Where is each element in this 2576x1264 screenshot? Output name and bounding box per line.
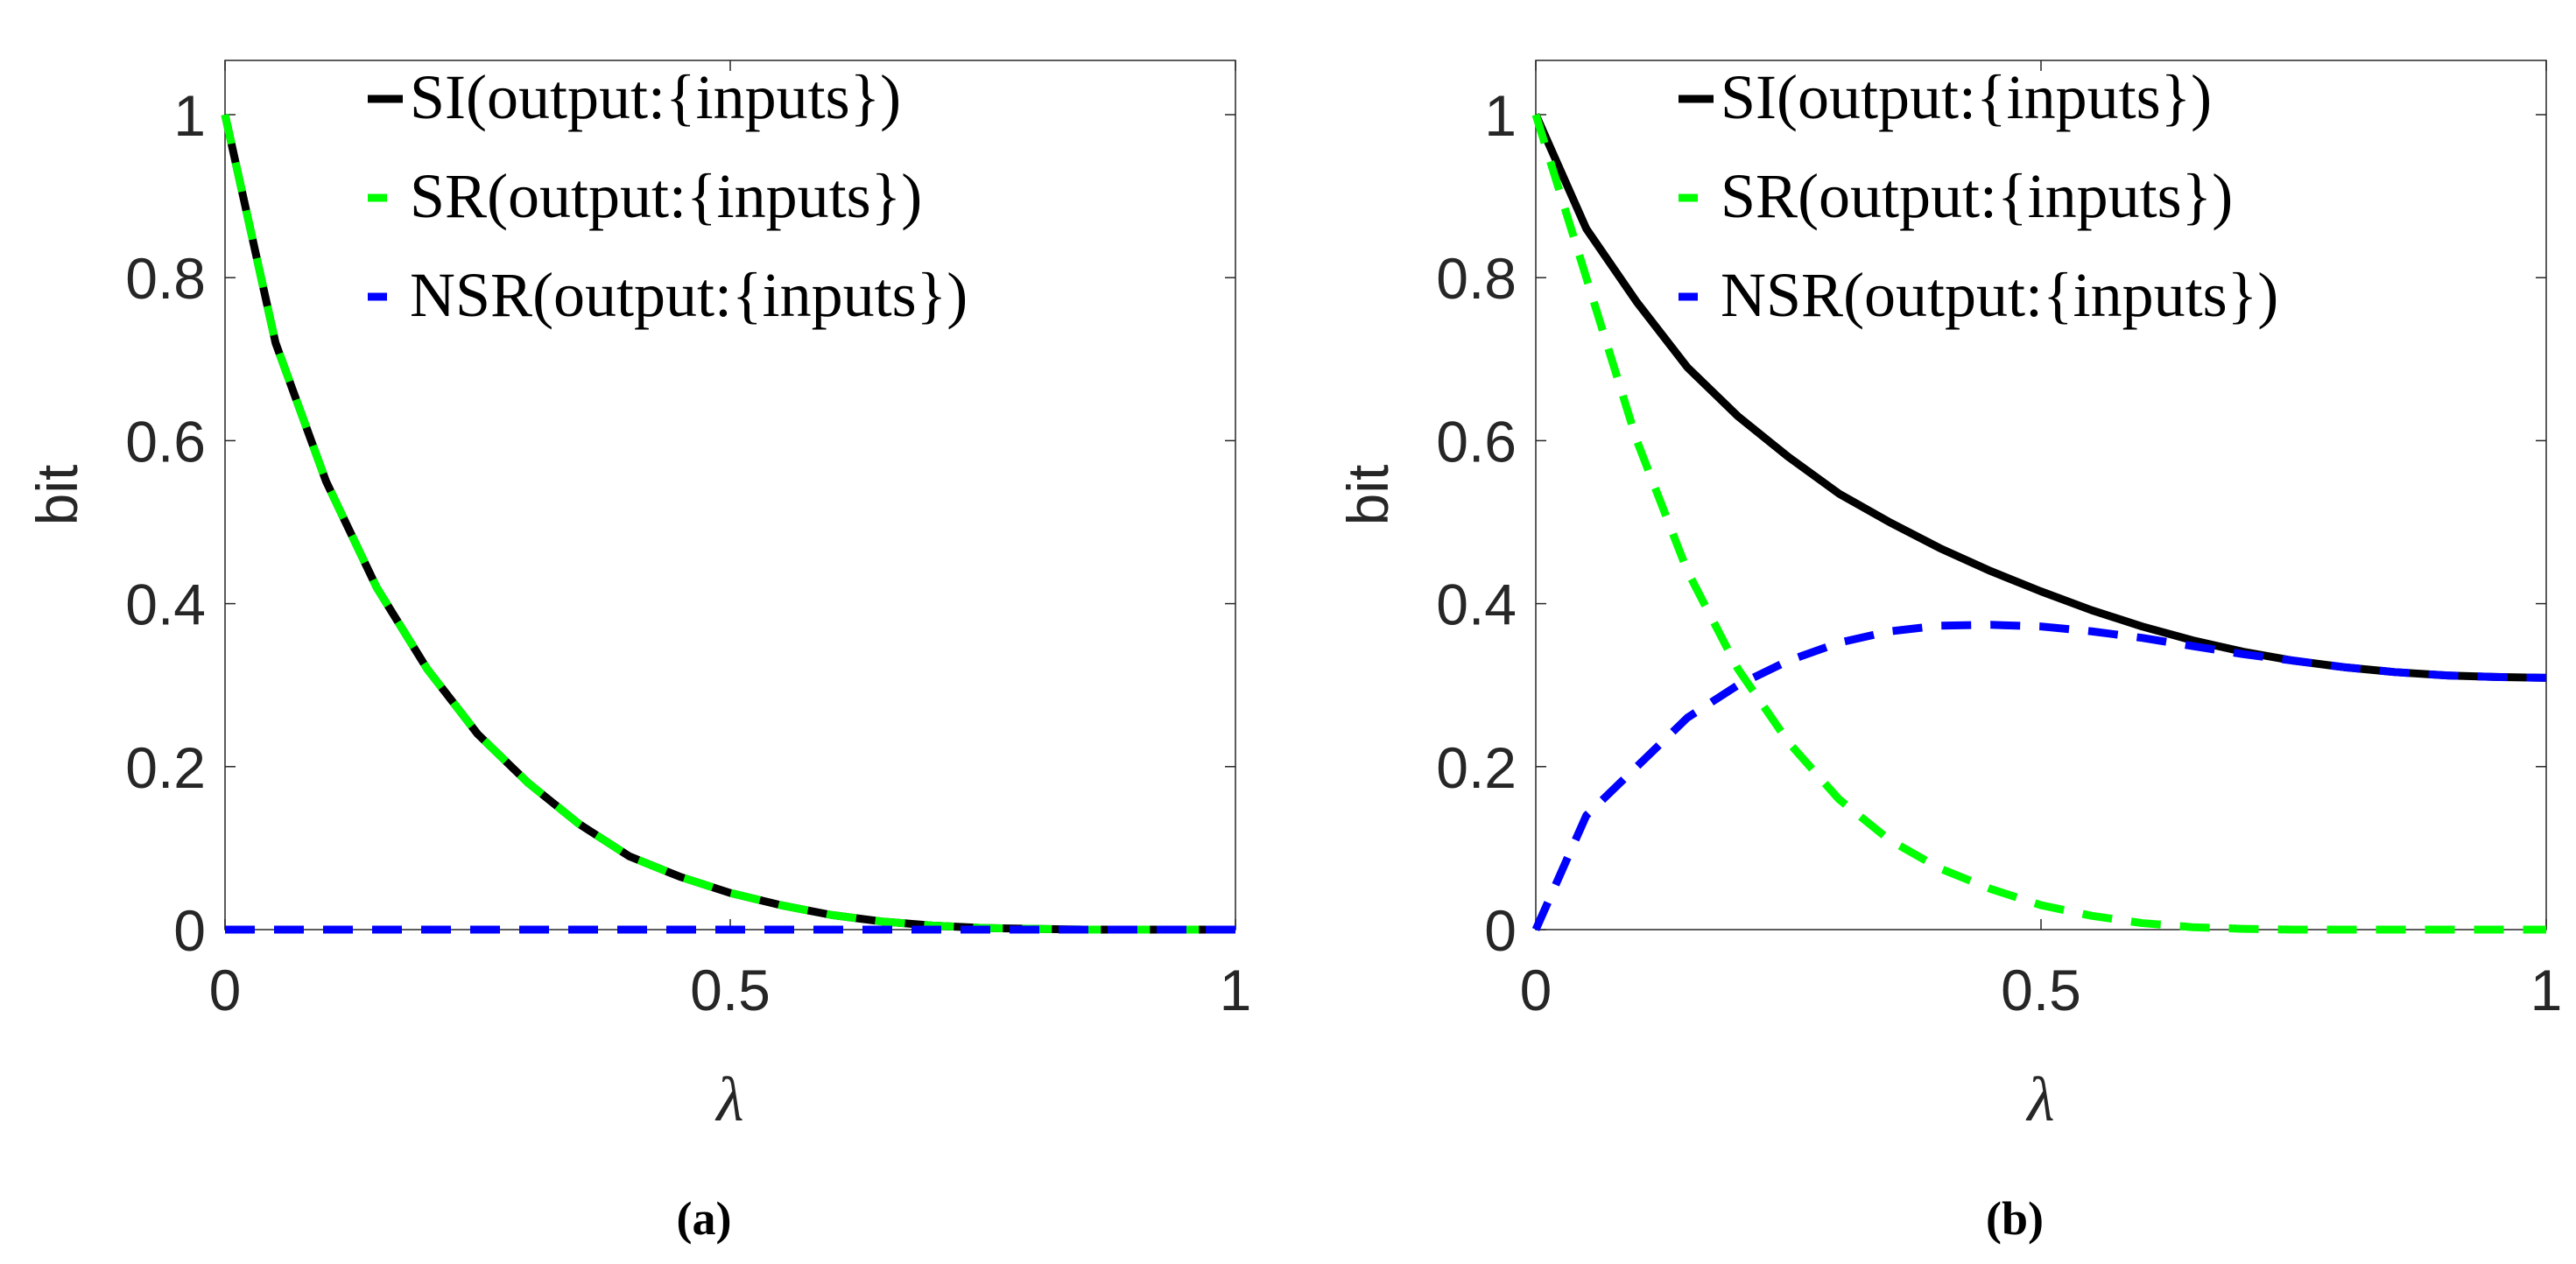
legend-label: SI(output:{inputs}) bbox=[410, 62, 901, 132]
series-line-si bbox=[221, 114, 1235, 934]
x-axis-label: λ bbox=[2025, 1064, 2054, 1134]
panel-a: 0 0.2 0.4 0.6 0.8 1 0 0.5 1 λ bit (a) SI(output:{inp… bbox=[25, 60, 1252, 1245]
y-tick-label: 1 bbox=[173, 83, 206, 148]
y-tick-label: 0.8 bbox=[1436, 246, 1517, 311]
legend-label: NSR(output:{inputs}) bbox=[410, 260, 968, 330]
x-tick-label: 0.5 bbox=[690, 958, 771, 1022]
y-axis-label: bit bbox=[1335, 465, 1400, 526]
y-tick-label: 0 bbox=[173, 898, 206, 963]
legend-label: SR(output:{inputs}) bbox=[410, 161, 922, 231]
series-line-nsr bbox=[1531, 621, 2547, 931]
series-line-sr bbox=[1531, 113, 2546, 934]
x-tick-label: 1 bbox=[1220, 958, 1252, 1022]
y-axis-label: bit bbox=[25, 465, 89, 526]
y-tick-label: 0.2 bbox=[125, 735, 206, 800]
x-tick-label: 0 bbox=[1520, 958, 1552, 1022]
y-tick-label: 0.2 bbox=[1436, 735, 1517, 800]
x-tick-label: 1 bbox=[2530, 958, 2563, 1022]
x-tick-label: 0 bbox=[209, 958, 242, 1022]
chart-b: 0 0.2 0.4 0.6 0.8 1 0 0.5 1 λ bit (b) SI(output:{inp… bbox=[1335, 60, 2563, 1245]
legend-label: SR(output:{inputs}) bbox=[1721, 161, 2233, 231]
legend-label: SI(output:{inputs}) bbox=[1721, 62, 2212, 132]
series-line-sr bbox=[221, 114, 1235, 934]
y-tick-label: 0.6 bbox=[1436, 409, 1517, 474]
y-tick-label: 1 bbox=[1484, 83, 1517, 148]
y-tick-label: 0.4 bbox=[125, 572, 206, 637]
legend-label: NSR(output:{inputs}) bbox=[1721, 260, 2278, 330]
y-tick-label: 0.4 bbox=[1436, 572, 1517, 637]
y-tick-label: 0 bbox=[1484, 898, 1517, 963]
series-line-si bbox=[1531, 113, 2547, 682]
x-tick-label: 0.5 bbox=[2001, 958, 2081, 1022]
panel-caption: (b) bbox=[1986, 1192, 2044, 1245]
panel-b: 0 0.2 0.4 0.6 0.8 1 0 0.5 1 λ bit (b) SI(output:{inp… bbox=[1311, 0, 2576, 1264]
y-tick-label: 0.6 bbox=[125, 409, 206, 474]
y-tick-label: 0.8 bbox=[125, 246, 206, 311]
chart-a: 0 0.2 0.4 0.6 0.8 1 0 0.5 1 λ bit (a) SI(output:{inp… bbox=[25, 60, 1252, 1245]
panel-caption: (a) bbox=[677, 1192, 732, 1245]
x-axis-label: λ bbox=[714, 1064, 743, 1134]
